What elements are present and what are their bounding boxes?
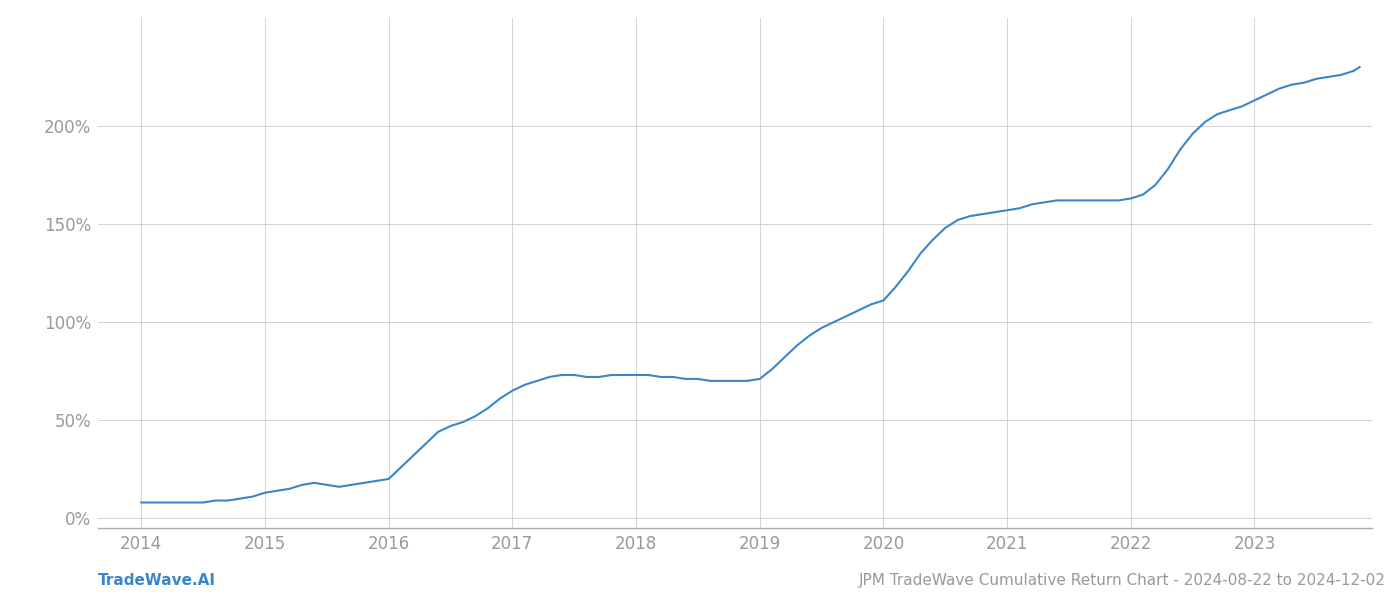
Text: JPM TradeWave Cumulative Return Chart - 2024-08-22 to 2024-12-02: JPM TradeWave Cumulative Return Chart - … — [860, 573, 1386, 588]
Text: TradeWave.AI: TradeWave.AI — [98, 573, 216, 588]
